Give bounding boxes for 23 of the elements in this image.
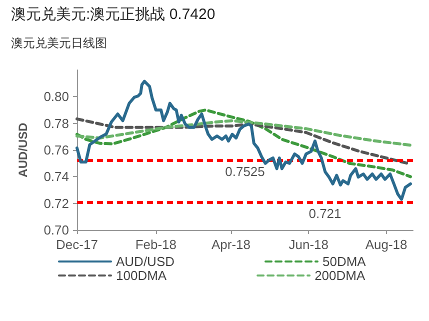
y-tick-label: 0.72 — [44, 196, 69, 211]
x-tick-label: Feb-18 — [135, 237, 177, 252]
y-axis-title: AUD/USD — [16, 122, 30, 178]
y-tick-label: 0.78 — [44, 116, 69, 131]
y-tick-label: 0.70 — [44, 222, 69, 238]
y-tick-label: 0.74 — [44, 169, 69, 184]
x-tick-label: Jun-18 — [288, 237, 329, 252]
line-series — [76, 80, 412, 201]
legend-label: 50DMA — [322, 254, 366, 269]
legend-label: AUD/USD — [116, 254, 175, 269]
legend-label: 100DMA — [116, 268, 167, 283]
ref-line-label: 0.7525 — [225, 164, 265, 179]
x-tick-label: Aug-18 — [365, 237, 408, 252]
chart-title: 澳元兑美元:澳元正挑战 0.7420 — [11, 6, 216, 23]
ref-line-label: 0.721 — [308, 206, 342, 221]
line-series — [76, 119, 412, 147]
y-tick-label: 0.76 — [44, 142, 69, 158]
x-tick-label: Apr-18 — [211, 237, 251, 252]
y-tick-label: 0.80 — [44, 89, 69, 104]
chart-subtitle: 澳元兑美元日线图 — [11, 36, 107, 50]
line-series — [76, 108, 412, 178]
x-tick-label: Dec-17 — [56, 237, 98, 252]
legend-label: 200DMA — [314, 268, 366, 283]
